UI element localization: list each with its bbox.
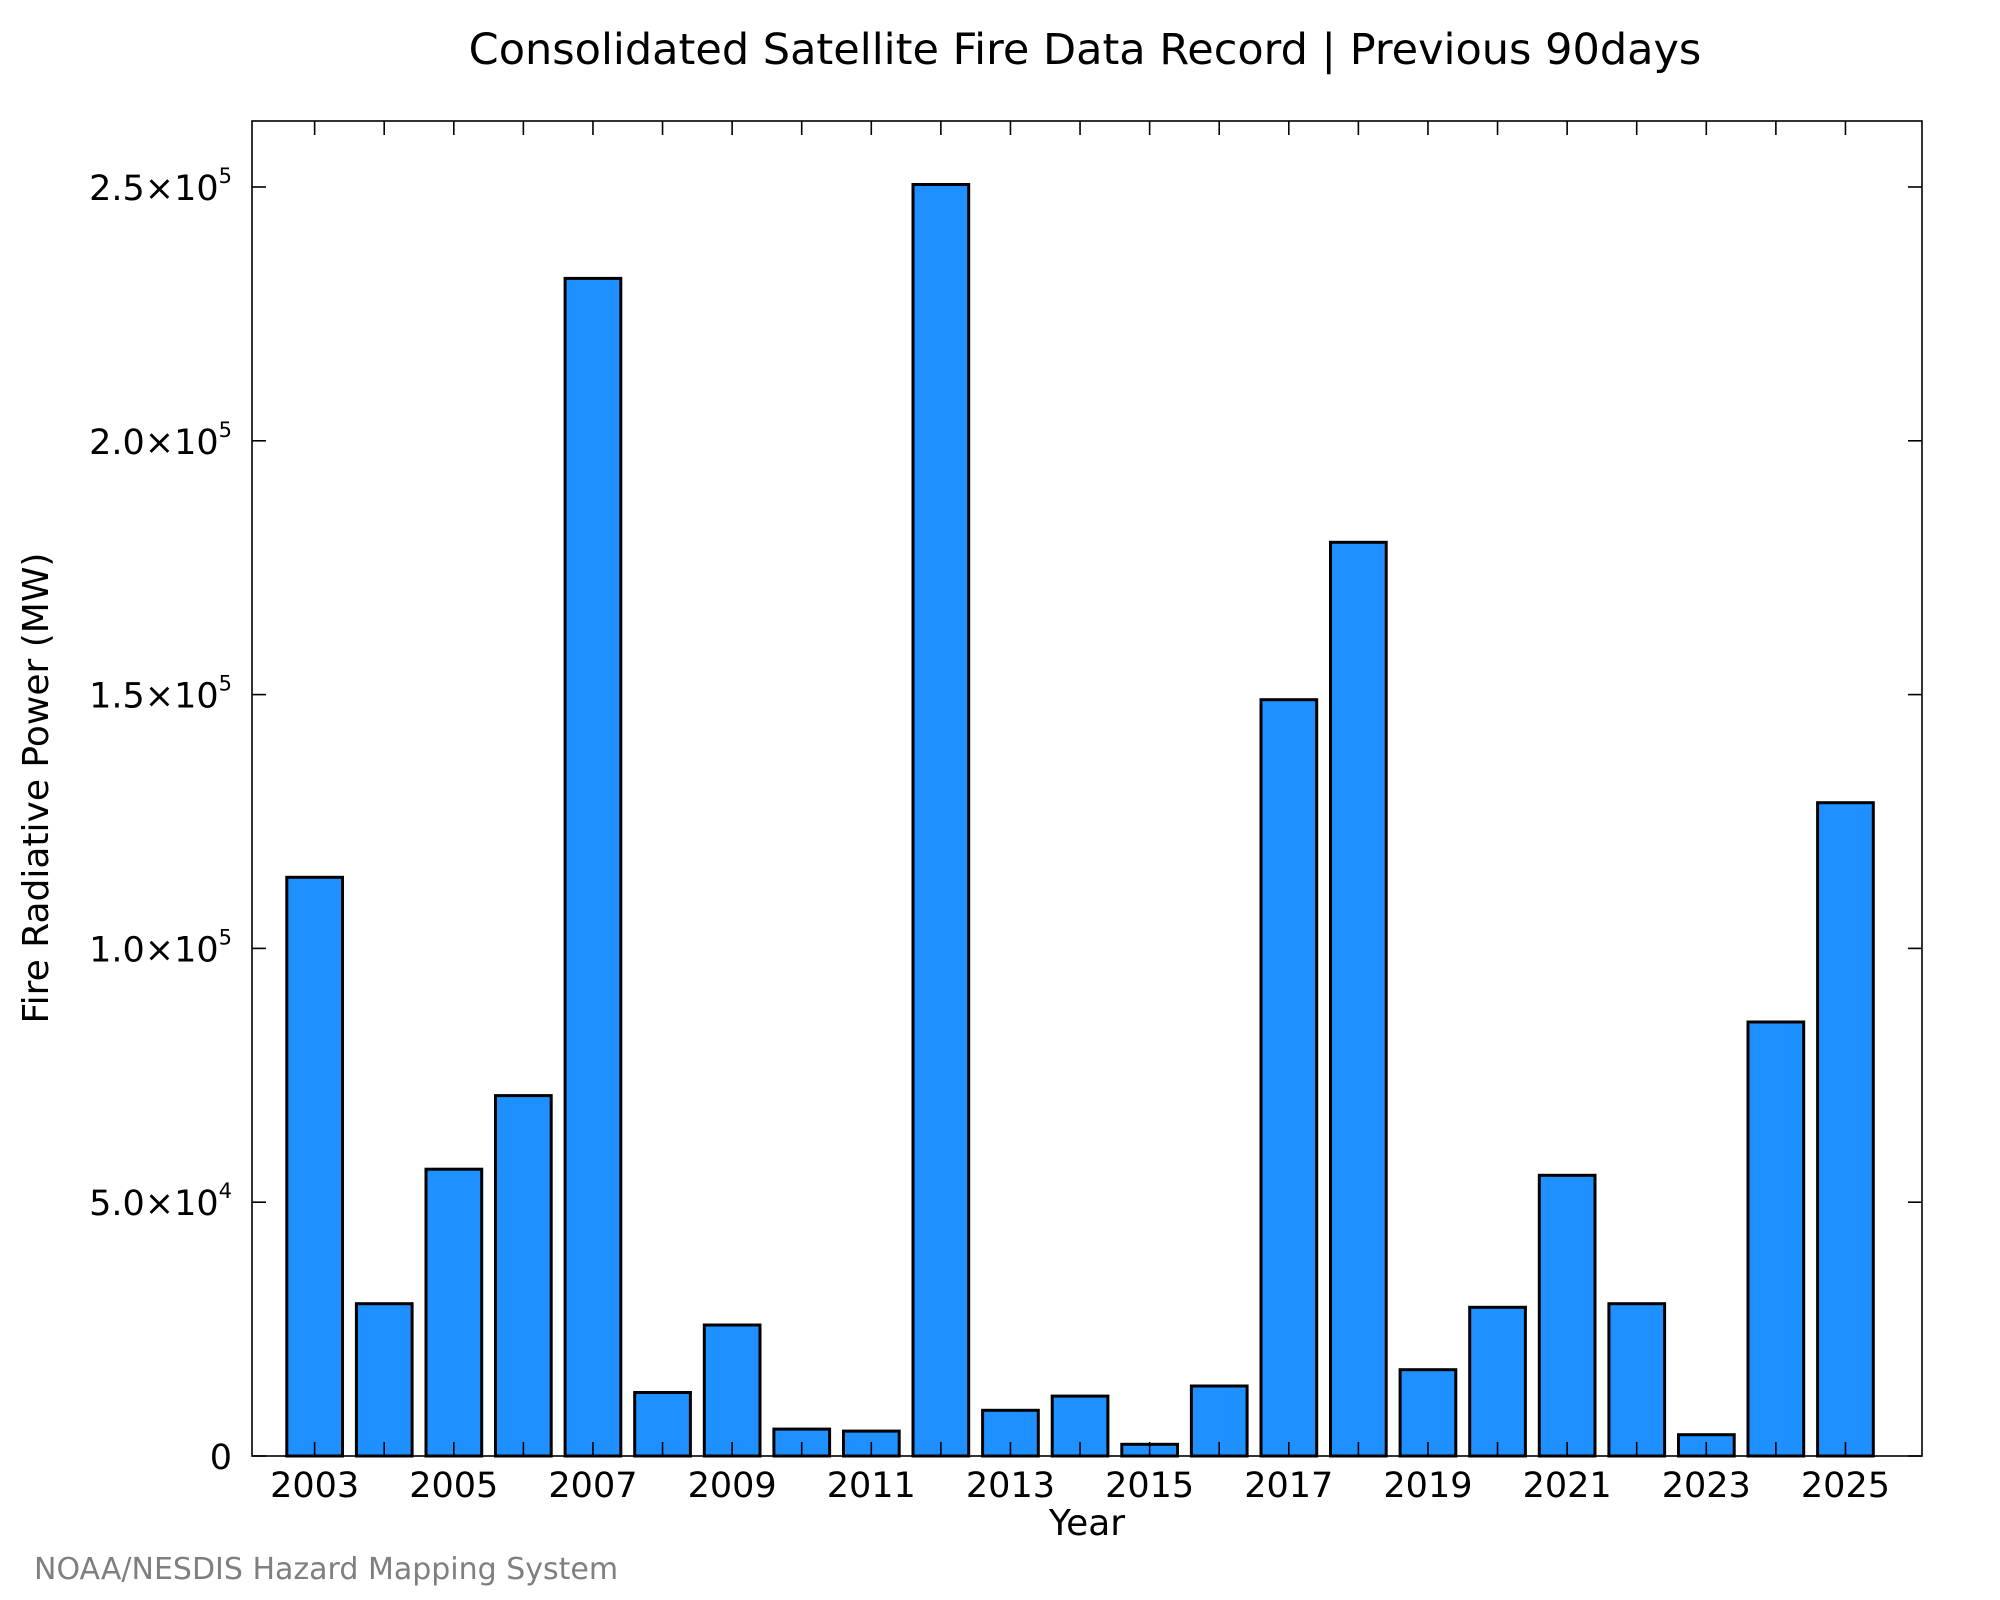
bar-2022 [1607,1302,1667,1458]
bar-2021 [1537,1173,1597,1458]
y-tick-label: 1.0×105 [89,925,232,970]
bar-2020 [1468,1305,1527,1458]
bars-layer [285,183,1875,1458]
bar-2007 [563,276,623,1458]
bar-2005 [424,1167,484,1458]
x-tick-label: 2005 [409,1466,498,1506]
x-tick-label: 2017 [1244,1466,1333,1506]
x-axis-label: Year [1048,1503,1125,1544]
x-tick-label: 2003 [270,1466,359,1506]
y-tick-label: 0 [210,1438,232,1478]
x-tick-label: 2009 [688,1466,777,1506]
bar-2017 [1259,698,1319,1458]
x-tick-label: 2021 [1523,1466,1612,1506]
bar-2024 [1746,1020,1806,1458]
x-tick-label: 2015 [1105,1466,1194,1506]
chart-title: Consolidated Satellite Fire Data Record … [469,25,1702,75]
ticks-layer: 2003 2005 2007 2009 2011 2013 2015 2017 2019 2021… [89,121,1922,1506]
y-tick-label: 1.5×105 [89,672,232,717]
bar-2006 [494,1094,553,1458]
y-axis-label: Fire Radiative Power (MW) [16,553,57,1024]
bar-2009 [702,1323,762,1458]
y-tick-label: 2.0×105 [89,418,232,463]
bar-2004 [354,1302,414,1458]
x-tick-label: 2019 [1383,1466,1472,1506]
bar-2025 [1816,801,1875,1458]
x-tick-label: 2023 [1662,1466,1751,1506]
credit-text: NOAA/NESDIS Hazard Mapping System [34,1552,618,1587]
bar-2018 [1329,540,1388,1458]
x-tick-label: 2007 [548,1466,637,1506]
bar-2003 [285,875,344,1458]
bar-2012 [911,183,971,1458]
plot-area-frame [251,120,1923,1457]
y-tick-label: 2.5×105 [89,164,232,209]
x-tick-label: 2013 [966,1466,1055,1506]
x-tick-label: 2011 [827,1466,916,1506]
x-tick-label: 2025 [1801,1466,1890,1506]
y-tick-label: 5.0×104 [89,1179,232,1224]
bar-2019 [1398,1368,1458,1458]
